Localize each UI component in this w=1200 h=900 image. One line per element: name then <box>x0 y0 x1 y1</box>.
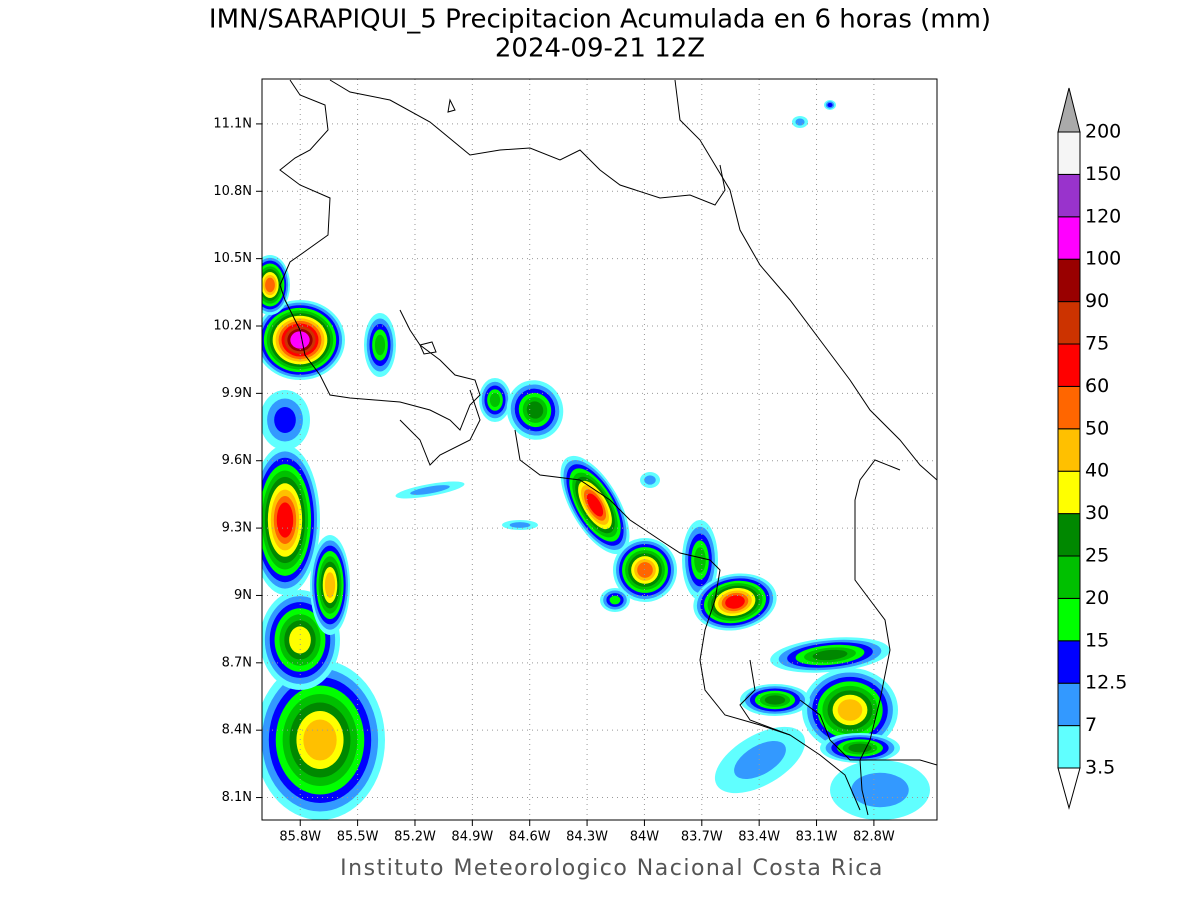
precip-contour <box>725 595 745 609</box>
precip-contour <box>324 572 336 598</box>
precip-contour <box>644 475 656 485</box>
colorbar-box <box>1057 555 1081 599</box>
precip-contour <box>637 562 653 578</box>
x-tick-label: 85.2W <box>394 830 436 845</box>
precip-contour <box>290 331 310 349</box>
precip-contour <box>609 595 621 605</box>
precip-contour <box>265 277 275 293</box>
colorbar-label: 150 <box>1085 163 1121 185</box>
y-tick-label: 11.1N <box>213 116 252 131</box>
colorbar-label: 7 <box>1085 714 1097 736</box>
x-tick-label: 85.5W <box>337 830 379 845</box>
x-tick-label: 83.1W <box>796 830 838 845</box>
precip-contour <box>489 392 501 408</box>
coastline <box>279 79 481 431</box>
plot-frame <box>261 78 938 821</box>
y-tick-label: 9.3N <box>222 521 252 536</box>
x-tick-label: 82.8W <box>853 830 895 845</box>
precip-contour <box>812 649 848 661</box>
colorbar-box <box>1057 216 1081 260</box>
x-tick-label: 83.4W <box>738 830 780 845</box>
colorbar-over <box>1057 87 1081 133</box>
colorbar-box <box>1057 173 1081 218</box>
title: IMN/SARAPIQUI_5 Precipitacion Acumulada … <box>209 5 991 35</box>
coastline <box>674 79 937 481</box>
precip-contour <box>764 695 786 705</box>
coastline <box>739 659 937 766</box>
precip-contour <box>274 407 296 433</box>
precip-contour <box>837 699 863 721</box>
x-tick-label: 84W <box>630 830 660 845</box>
precip-contour <box>509 522 531 528</box>
colorbar: 3.5 7 12.5 15 20 25 30 40 50 60 75 90 100 120 150 200 <box>1057 87 1127 810</box>
x-tick-label: 84.3W <box>566 830 608 845</box>
precip-contour <box>410 485 450 495</box>
coastline <box>329 79 726 206</box>
colorbar-label: 20 <box>1085 587 1109 609</box>
precip-contour <box>276 502 294 538</box>
colorbar-box <box>1057 385 1081 430</box>
y-tick-label: 10.2N <box>213 319 252 334</box>
colorbar-box <box>1057 428 1081 472</box>
colorbar-label: 60 <box>1085 375 1109 397</box>
y-tick-label: 9.6N <box>222 453 252 468</box>
colorbar-label: 90 <box>1085 290 1109 312</box>
y-tick-label: 9N <box>234 588 252 603</box>
colorbar-label: 200 <box>1085 121 1121 143</box>
precip-contour <box>827 102 833 108</box>
x-tick-label: 83.7W <box>681 830 723 845</box>
coastline <box>399 389 481 466</box>
colorbar-label: 25 <box>1085 545 1109 567</box>
colorbar-label: 120 <box>1085 205 1121 227</box>
coastlines <box>279 79 937 816</box>
colorbar-label: 40 <box>1085 460 1109 482</box>
colorbar-box <box>1057 131 1081 175</box>
precip-field <box>262 100 930 820</box>
subtitle: 2024-09-21 12Z <box>495 34 705 64</box>
colorbar-label: 12.5 <box>1085 672 1127 694</box>
colorbar-under <box>1057 767 1081 810</box>
precip-contour <box>734 740 786 780</box>
grid: 85.8W 85.5W 85.2W 84.9W 84.6W 84.3W 84W 83.7W 83… <box>213 79 937 845</box>
colorbar-box <box>1057 343 1081 387</box>
y-tick-label: 8.1N <box>222 790 252 805</box>
colorbar-label: 100 <box>1085 248 1121 270</box>
coastline <box>419 98 456 355</box>
colorbar-box <box>1057 258 1081 303</box>
precip-contour <box>694 547 706 573</box>
precip-contour <box>303 719 337 761</box>
x-tick-label: 85.8W <box>279 830 321 845</box>
x-tick-label: 84.9W <box>451 830 493 845</box>
colorbar-box <box>1057 640 1081 684</box>
colorbar-label: 50 <box>1085 417 1109 439</box>
y-tick-label: 10.5N <box>213 251 252 266</box>
x-tick-label: 84.6W <box>509 830 551 845</box>
y-tick-label: 9.9N <box>222 386 252 401</box>
colorbar-label: 30 <box>1085 502 1109 524</box>
footer: Instituto Meteorologico Nacional Costa R… <box>340 856 884 881</box>
colorbar-label: 75 <box>1085 333 1109 355</box>
y-tick-label: 8.4N <box>222 723 252 738</box>
precip-contour <box>851 772 909 808</box>
colorbar-box <box>1057 682 1081 727</box>
y-tick-label: 10.8N <box>213 184 252 199</box>
colorbar-box <box>1057 513 1081 557</box>
colorbar-box <box>1057 725 1081 769</box>
precip-contour <box>848 743 872 753</box>
precip-contour <box>374 334 386 356</box>
precip-contour <box>289 626 311 654</box>
precip-contour <box>586 493 604 517</box>
colorbar-label: 3.5 <box>1085 757 1115 779</box>
colorbar-label: 15 <box>1085 629 1109 651</box>
colorbar-box <box>1057 470 1081 515</box>
precip-contour <box>795 118 805 126</box>
colorbar-box <box>1057 301 1081 345</box>
precip-contour <box>526 401 544 419</box>
colorbar-box <box>1057 597 1081 642</box>
y-tick-label: 8.7N <box>222 655 252 670</box>
